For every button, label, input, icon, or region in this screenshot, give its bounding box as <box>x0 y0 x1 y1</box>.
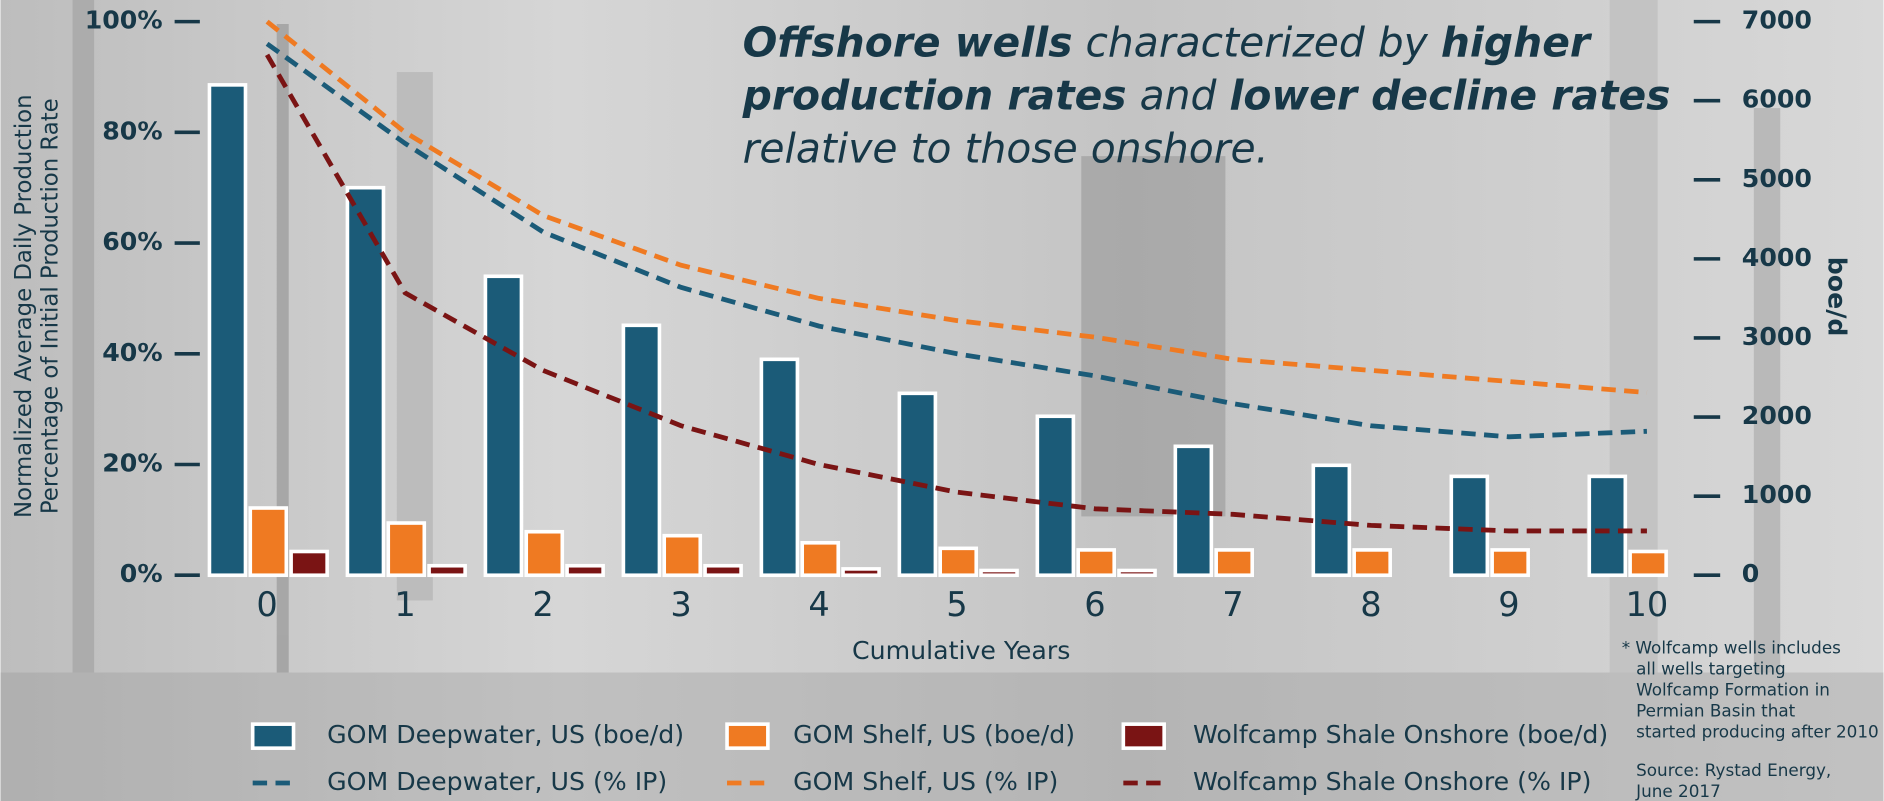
legend-label: GOM Shelf, US (boe/d) <box>793 720 1075 749</box>
bar <box>761 359 797 575</box>
x-tick-label: 3 <box>670 585 691 624</box>
title-segment: Offshore wells <box>743 19 1073 67</box>
source: Source: Rystad Energy, <box>1636 760 1831 780</box>
y2-tick-label: 1000 <box>1742 480 1812 509</box>
bar <box>1451 476 1487 575</box>
y2-tick-label: 5000 <box>1742 164 1812 193</box>
x-tick-label: 2 <box>532 585 553 624</box>
bar <box>1589 476 1625 575</box>
y2-tick-label: 3000 <box>1742 322 1812 351</box>
bar <box>526 532 562 575</box>
title-segment: production rates <box>742 71 1127 119</box>
y-tick-label: 20% <box>102 449 162 478</box>
title-segment: relative to those onshore. <box>743 124 1269 172</box>
bar <box>1630 552 1666 576</box>
x-tick-label: 6 <box>1084 585 1105 624</box>
x-tick-label: 1 <box>394 585 415 624</box>
bar <box>209 85 245 575</box>
bar <box>843 569 879 575</box>
bar <box>429 566 465 575</box>
footnote: all wells targeting <box>1636 659 1786 679</box>
bar <box>1492 550 1528 575</box>
legend-swatch <box>1123 724 1164 748</box>
y2-tick-label: 6000 <box>1742 85 1812 114</box>
y-axis-label: Percentage of Initial Production Rate <box>37 98 63 514</box>
y2-tick-label: 2000 <box>1742 401 1812 430</box>
bar <box>291 552 327 576</box>
y2-axis-label: boe/d <box>1822 257 1851 337</box>
footnote: started producing after 2010 <box>1636 722 1879 742</box>
bar <box>1078 550 1114 575</box>
y-axis-label: Normalized Average Daily Production <box>11 94 37 518</box>
y2-tick-label: 7000 <box>1742 6 1812 35</box>
y2-tick-label: 4000 <box>1742 243 1812 272</box>
x-tick-label: 0 <box>256 585 277 624</box>
bar <box>388 523 424 575</box>
legend-swatch <box>253 724 294 748</box>
legend-label: GOM Deepwater, US (% IP) <box>327 767 667 796</box>
legend-label: GOM Deepwater, US (boe/d) <box>327 720 684 749</box>
footnote: * Wolfcamp wells includes <box>1622 637 1841 657</box>
legend-swatch <box>727 724 768 748</box>
x-tick-label: 5 <box>946 585 967 624</box>
y-tick-label: 100% <box>85 6 163 35</box>
bar <box>1216 550 1252 575</box>
y2-tick-label: 0 <box>1742 559 1760 588</box>
x-tick-label: 9 <box>1498 585 1519 624</box>
bar <box>623 325 659 575</box>
y-tick-label: 60% <box>102 227 162 256</box>
bar <box>1354 550 1390 575</box>
chart: Offshore wells characterized by higher pr… <box>0 0 1884 801</box>
bar <box>347 188 383 576</box>
title-segment: higher <box>1441 19 1593 67</box>
bar <box>567 566 603 575</box>
legend-label: GOM Shelf, US (% IP) <box>793 767 1058 796</box>
bar <box>1119 570 1155 575</box>
bar <box>485 276 521 575</box>
x-tick-label: 7 <box>1222 585 1243 624</box>
legend-label: Wolfcamp Shale Onshore (% IP) <box>1193 767 1591 796</box>
y-tick-label: 0% <box>120 559 163 588</box>
x-tick-label: 8 <box>1360 585 1381 624</box>
bar <box>250 508 286 575</box>
bar <box>940 548 976 575</box>
legend-label: Wolfcamp Shale Onshore (boe/d) <box>1193 720 1608 749</box>
footnote: Permian Basin that <box>1636 701 1796 721</box>
title-segment: and <box>1127 71 1230 119</box>
bar <box>705 566 741 575</box>
y-tick-label: 40% <box>102 338 162 367</box>
bar <box>981 570 1017 575</box>
x-tick-label: 10 <box>1626 585 1669 624</box>
footnote: Wolfcamp Formation in <box>1636 680 1830 700</box>
source: June 2017 <box>1635 781 1721 801</box>
x-tick-label: 4 <box>808 585 829 624</box>
bar <box>1037 416 1073 575</box>
bar <box>664 536 700 576</box>
bar <box>802 543 838 575</box>
title-segment: lower decline rates <box>1229 71 1670 119</box>
page: Offshore wells characterized by higher pr… <box>0 0 1884 801</box>
y-tick-label: 80% <box>102 116 162 145</box>
x-axis-label: Cumulative Years <box>852 636 1070 665</box>
title-segment: characterized by <box>1073 19 1441 67</box>
